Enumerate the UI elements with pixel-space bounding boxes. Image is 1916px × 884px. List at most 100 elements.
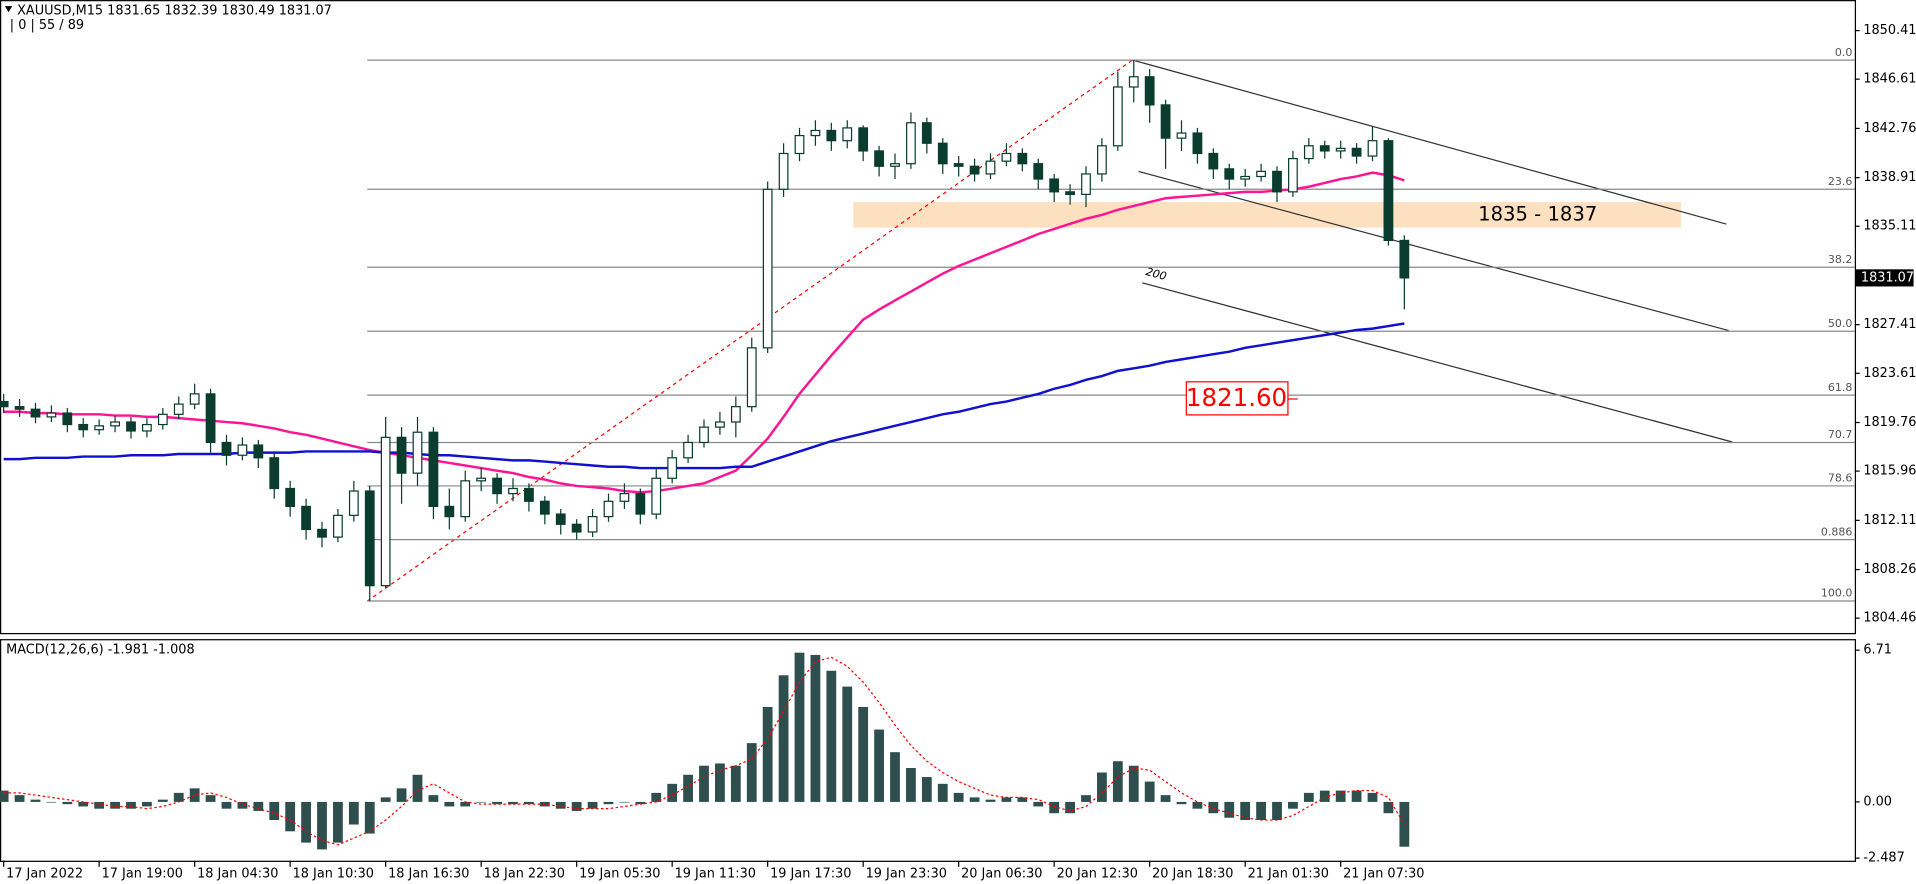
menu-arrow xyxy=(4,6,13,13)
macd-bar xyxy=(205,795,216,802)
candle-body xyxy=(189,393,200,405)
macd-bar xyxy=(1192,801,1203,809)
macd-bar xyxy=(1351,790,1362,802)
macd-bar xyxy=(173,792,184,802)
macd-bar xyxy=(396,788,407,802)
candle-body xyxy=(1224,168,1235,180)
macd-bar xyxy=(524,801,534,805)
macd-bar xyxy=(1256,801,1266,821)
candle-body xyxy=(0,400,9,408)
candle-body xyxy=(953,163,964,167)
macd-bar xyxy=(1367,792,1378,802)
macd-bar xyxy=(906,767,916,802)
candle-body xyxy=(1367,140,1378,157)
macd-bar xyxy=(794,652,805,802)
macd-bar xyxy=(142,801,152,807)
macd-bar xyxy=(126,801,136,809)
fib-label: 23.6 xyxy=(1828,175,1853,188)
macd-bar xyxy=(603,801,614,805)
candle-body xyxy=(1319,145,1330,152)
candle-body xyxy=(1081,173,1091,196)
candle-body xyxy=(348,490,359,516)
candle-body xyxy=(778,152,789,190)
candle-body xyxy=(333,514,343,538)
macd-bar xyxy=(1335,790,1346,802)
fib-label: 100.0 xyxy=(1821,587,1853,600)
candle-body xyxy=(94,425,105,431)
macd-bar xyxy=(269,801,280,821)
last-price-box xyxy=(1856,269,1914,287)
candle-body xyxy=(301,505,311,531)
x-tick-label: 20 Jan 12:30 xyxy=(1057,867,1138,882)
candle-body xyxy=(1272,170,1282,193)
macd-bar xyxy=(985,799,996,802)
candle-body xyxy=(715,421,725,428)
candle-body xyxy=(810,129,821,137)
macd-bar xyxy=(1001,797,1012,802)
candle-body xyxy=(667,457,678,479)
candle-body xyxy=(1017,152,1028,165)
candle-body xyxy=(1160,104,1171,139)
candle-body xyxy=(524,487,534,502)
macd-bar xyxy=(1049,801,1060,814)
candle-body xyxy=(1256,170,1266,178)
macd-bar xyxy=(571,801,582,811)
macd-bar xyxy=(1065,801,1075,814)
macd-bar xyxy=(444,801,455,807)
channel-label: 200 xyxy=(1144,265,1168,283)
macd-bar xyxy=(730,765,741,802)
macd-bar xyxy=(842,686,853,802)
y-tick-label: 1838.91 xyxy=(1863,170,1916,185)
x-tick-label: 19 Jan 11:30 xyxy=(675,867,756,882)
candle-body xyxy=(762,188,773,349)
candle-body xyxy=(858,127,869,152)
candle-body xyxy=(492,477,502,495)
macd-bar xyxy=(253,801,264,811)
x-tick-label: 17 Jan 19:00 xyxy=(102,867,183,882)
macd-bar xyxy=(810,654,821,802)
candle-body xyxy=(874,150,884,167)
x-tick-label: 19 Jan 23:30 xyxy=(866,867,947,882)
macd-bar xyxy=(969,797,980,802)
x-tick-label: 21 Jan 07:30 xyxy=(1343,867,1424,882)
macd-bar xyxy=(715,763,725,802)
candle-body xyxy=(619,492,630,502)
macd-bar xyxy=(110,801,120,809)
macd-frame xyxy=(0,639,1857,862)
macd-bar xyxy=(635,801,646,805)
candle-body xyxy=(476,477,487,482)
candle-body xyxy=(1335,147,1346,152)
macd-bar xyxy=(412,774,423,802)
candle-body xyxy=(1128,76,1139,88)
macd-bar xyxy=(1097,772,1107,802)
x-tick-label: 19 Jan 05:30 xyxy=(579,867,660,882)
macd-bar xyxy=(1240,801,1251,821)
candle-body xyxy=(746,347,757,408)
candle-body xyxy=(508,487,518,495)
candle-body xyxy=(906,122,916,165)
macd-bar xyxy=(937,783,948,802)
candle-body xyxy=(1001,152,1012,162)
candle-body xyxy=(1303,145,1314,160)
candle-body xyxy=(890,163,900,167)
candle-body xyxy=(1144,76,1155,106)
macd-bar xyxy=(94,801,105,809)
candle-body xyxy=(1112,86,1123,147)
channel-line xyxy=(1138,170,1729,332)
macd-bar xyxy=(1176,801,1187,805)
macd-bar xyxy=(348,801,359,825)
candle-body xyxy=(603,500,614,518)
macd-bar xyxy=(221,801,232,809)
candle-body xyxy=(269,457,280,490)
macd-bar xyxy=(826,670,837,802)
candle-body xyxy=(317,528,327,538)
candle-body xyxy=(126,421,136,432)
macd-bar xyxy=(62,801,73,805)
macd-bar xyxy=(508,801,518,805)
candle-body xyxy=(285,487,296,508)
main-frame xyxy=(0,0,1857,635)
y-tick-label: 1835.11 xyxy=(1863,219,1916,234)
macd-bar xyxy=(1128,765,1139,802)
candle-body xyxy=(460,480,471,518)
